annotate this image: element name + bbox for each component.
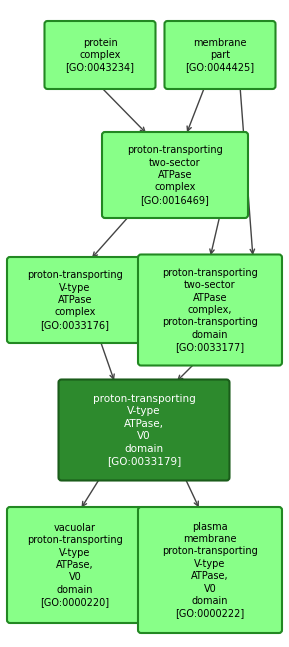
FancyBboxPatch shape: [102, 132, 248, 218]
FancyBboxPatch shape: [7, 507, 143, 623]
Text: protein
complex
[GO:0043234]: protein complex [GO:0043234]: [66, 38, 134, 72]
FancyBboxPatch shape: [138, 254, 282, 366]
Text: proton-transporting
V-type
ATPase
complex
[GO:0033176]: proton-transporting V-type ATPase comple…: [27, 270, 123, 330]
FancyBboxPatch shape: [164, 21, 275, 89]
Text: plasma
membrane
proton-transporting
V-type
ATPase,
V0
domain
[GO:0000222]: plasma membrane proton-transporting V-ty…: [162, 521, 258, 619]
Text: vacuolar
proton-transporting
V-type
ATPase,
V0
domain
[GO:0000220]: vacuolar proton-transporting V-type ATPa…: [27, 523, 123, 607]
Text: proton-transporting
two-sector
ATPase
complex
[GO:0016469]: proton-transporting two-sector ATPase co…: [127, 145, 223, 205]
FancyBboxPatch shape: [7, 257, 143, 343]
FancyBboxPatch shape: [138, 507, 282, 633]
Text: membrane
part
[GO:0044425]: membrane part [GO:0044425]: [186, 38, 255, 72]
FancyBboxPatch shape: [58, 380, 229, 481]
Text: proton-transporting
two-sector
ATPase
complex,
proton-transporting
domain
[GO:00: proton-transporting two-sector ATPase co…: [162, 268, 258, 352]
Text: proton-transporting
V-type
ATPase,
V0
domain
[GO:0033179]: proton-transporting V-type ATPase, V0 do…: [93, 394, 195, 466]
FancyBboxPatch shape: [45, 21, 155, 89]
